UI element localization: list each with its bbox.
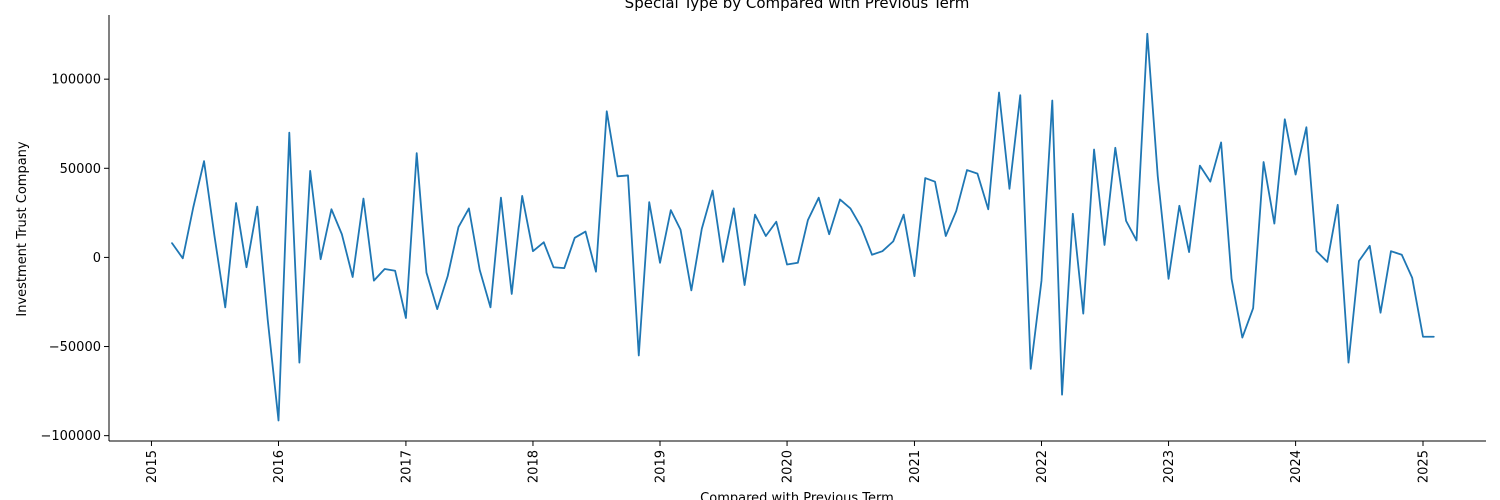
- y-axis-title: Investment Trust Company: [15, 141, 30, 317]
- x-tick-label: 2017: [399, 450, 414, 483]
- series-line: [171, 32, 1435, 422]
- y-tick-label: 100000: [51, 73, 101, 88]
- x-axis-ticks: 2015 2016 2017 2018 2019 2020 2021 2022 2023 2024…: [145, 441, 1431, 483]
- chart-title: Special Type by Compared with Previous T…: [625, 0, 970, 12]
- x-tick-label: 2023: [1162, 450, 1177, 483]
- y-tick-label: 0: [93, 251, 101, 266]
- y-tick-label: −100000: [40, 429, 101, 444]
- x-tick-label: 2019: [654, 450, 669, 483]
- x-tick-label: 2016: [272, 450, 287, 483]
- y-tick-label: 50000: [60, 162, 101, 177]
- x-tick-label: 2025: [1416, 450, 1431, 483]
- y-tick-label: −50000: [49, 340, 101, 355]
- x-axis-title: Compared with Previous Term: [700, 491, 894, 500]
- x-tick-label: 2024: [1289, 450, 1304, 483]
- x-tick-label: 2020: [781, 450, 796, 483]
- x-tick-label: 2015: [145, 450, 160, 483]
- y-axis-ticks: 100000 50000 0 −50000 −100000: [40, 73, 109, 444]
- x-tick-label: 2022: [1035, 450, 1050, 483]
- x-tick-label: 2021: [908, 450, 923, 483]
- x-tick-label: 2018: [526, 450, 541, 483]
